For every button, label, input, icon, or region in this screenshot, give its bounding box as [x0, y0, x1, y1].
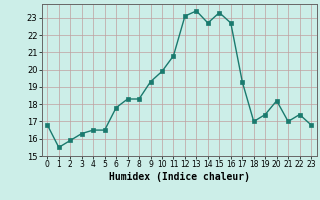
X-axis label: Humidex (Indice chaleur): Humidex (Indice chaleur) [109, 172, 250, 182]
